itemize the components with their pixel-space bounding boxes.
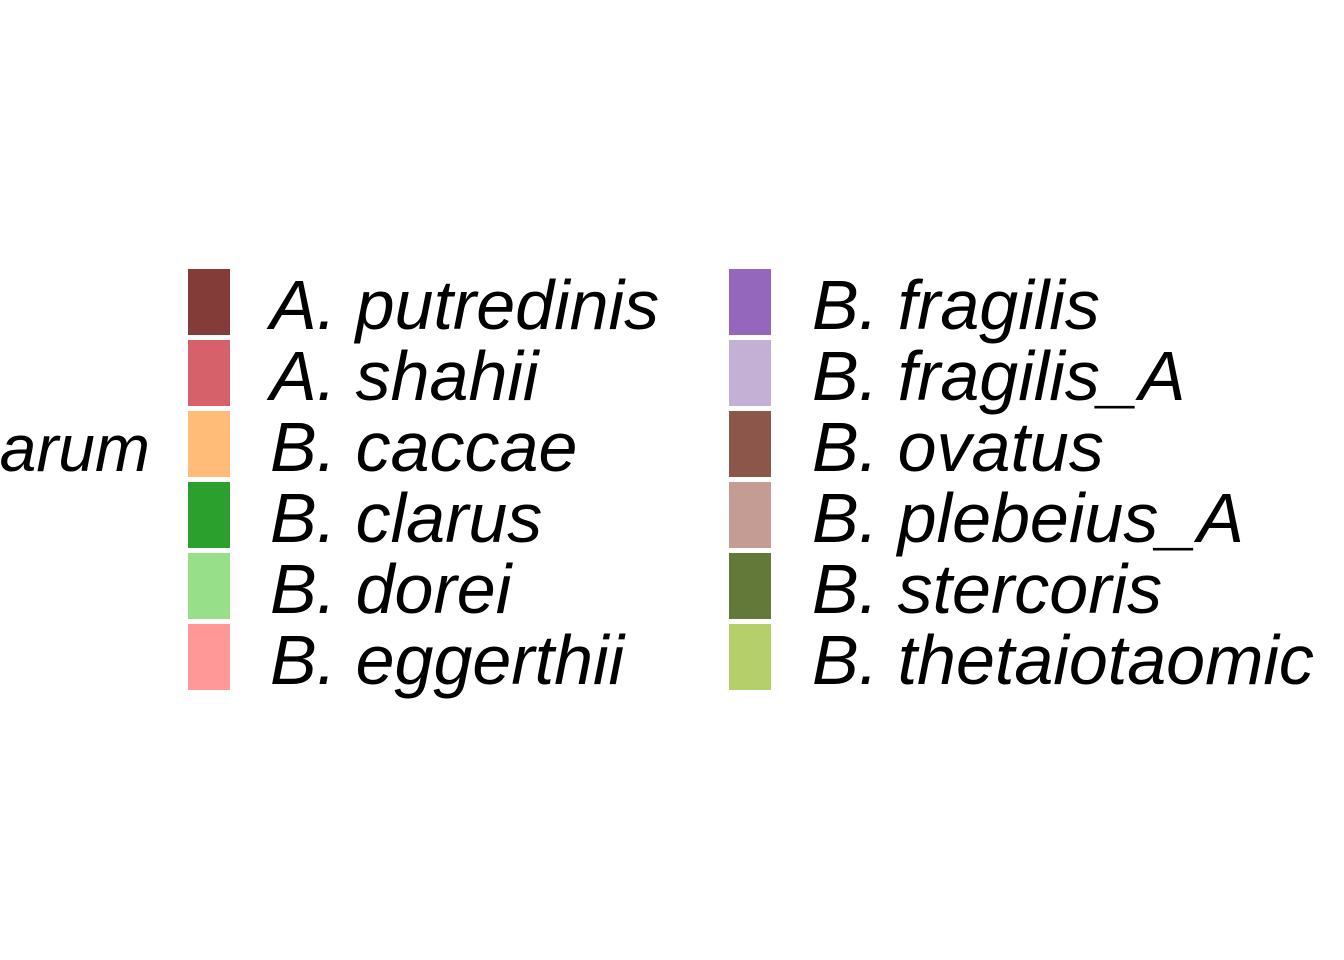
legend-title: arum [0, 411, 150, 485]
legend-key [188, 339, 230, 407]
legend-key [729, 481, 771, 549]
legend-label: B. dorei [270, 550, 512, 628]
legend-key [188, 623, 230, 691]
legend-key [188, 268, 230, 336]
legend-key [729, 410, 771, 478]
legend-label: B. eggerthii [270, 621, 625, 699]
legend-key [188, 552, 230, 620]
legend-key [188, 481, 230, 549]
legend-label: A. shahii [270, 337, 539, 415]
legend-label: B. fragilis_A [812, 337, 1186, 415]
legend-label: B. ovatus [812, 408, 1104, 486]
legend-key [729, 268, 771, 336]
legend-label: A. putredinis [270, 266, 660, 344]
legend-label: B. thetaiotaomic [812, 621, 1314, 699]
legend-label: B. caccae [270, 408, 578, 486]
legend-key [729, 339, 771, 407]
legend-key [729, 552, 771, 620]
legend-label: B. clarus [270, 479, 543, 557]
legend-key [188, 410, 230, 478]
legend-key [729, 623, 771, 691]
legend-label: B. stercoris [812, 550, 1163, 628]
legend-label: B. plebeius_A [812, 479, 1244, 557]
legend-label: B. fragilis [812, 266, 1100, 344]
